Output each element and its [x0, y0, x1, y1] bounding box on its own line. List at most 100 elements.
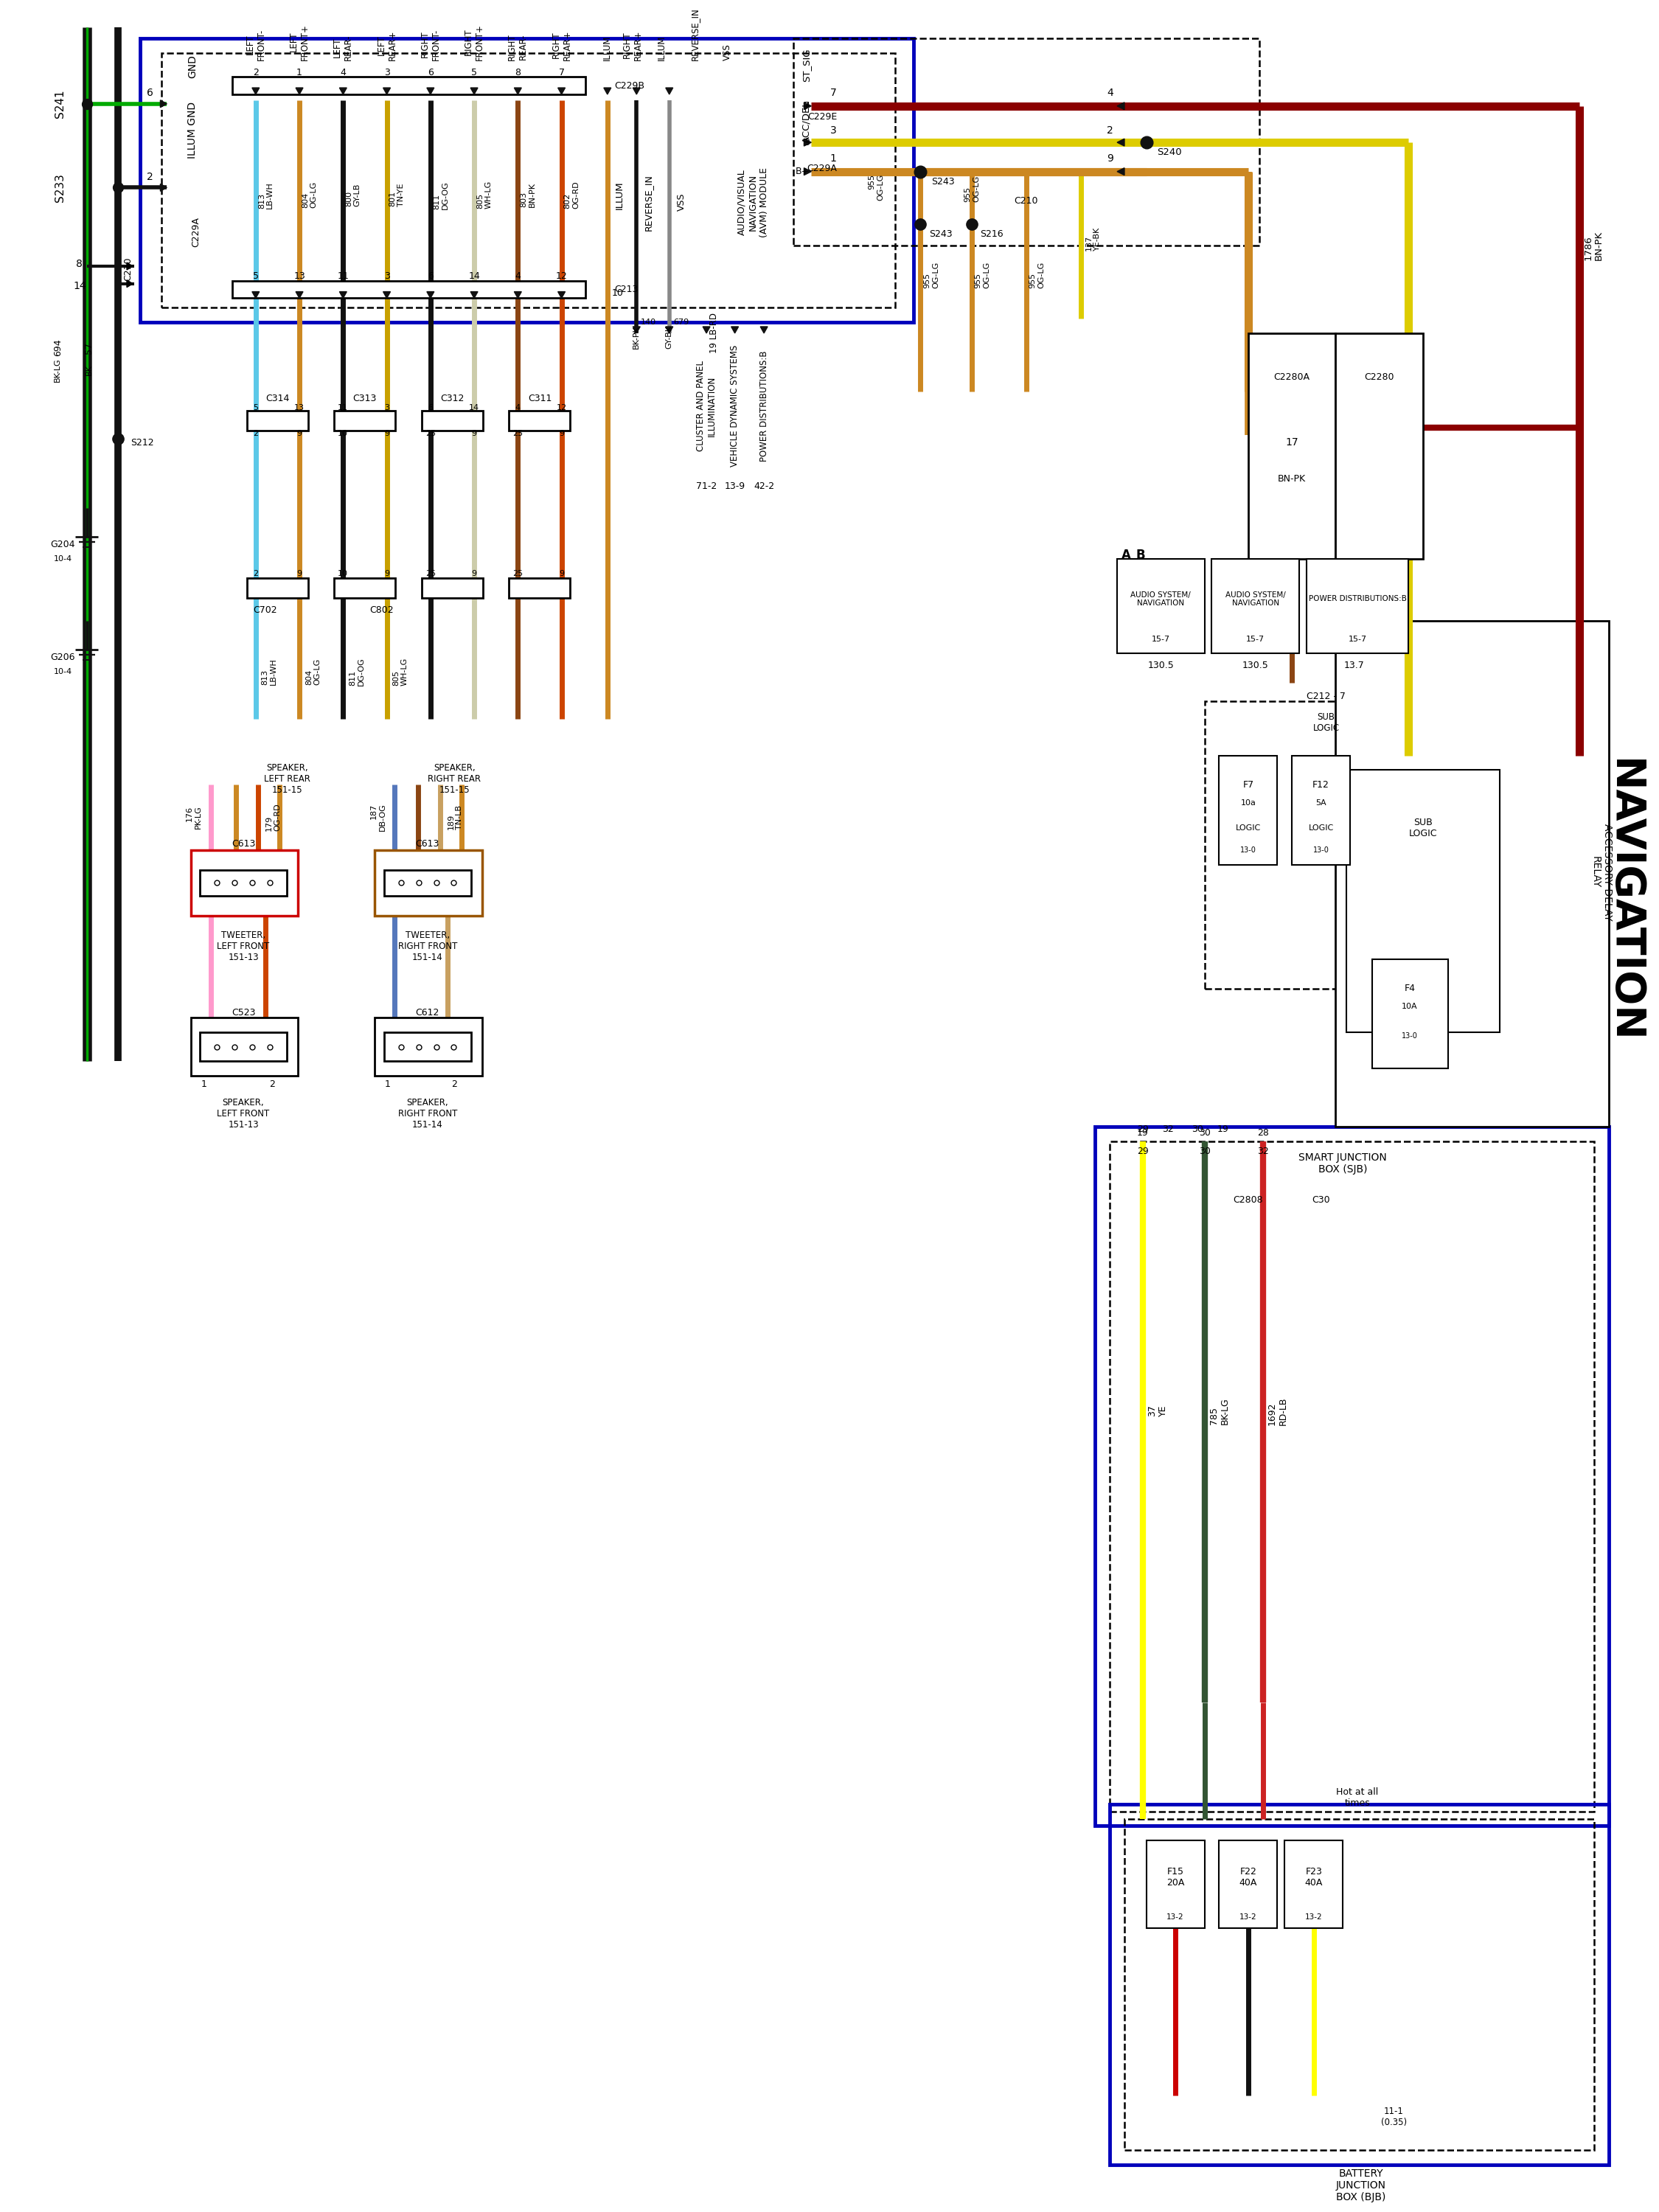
Text: 32: 32: [1163, 1124, 1175, 1135]
Text: 1: 1: [385, 1079, 390, 1088]
Text: 29: 29: [1136, 1146, 1148, 1157]
Text: 955
OG-LG: 955 OG-LG: [964, 175, 980, 201]
Bar: [383, 1033, 471, 1062]
Text: 29: 29: [1136, 1124, 1148, 1135]
Bar: [1248, 334, 1335, 560]
Text: 813
LB-WH: 813 LB-WH: [262, 659, 277, 686]
Text: SPEAKER,
RIGHT FRONT
151-14: SPEAKER, RIGHT FRONT 151-14: [398, 1097, 458, 1130]
Text: 4: 4: [1107, 88, 1113, 97]
Text: 15-7: 15-7: [1151, 635, 1170, 644]
Text: 1: 1: [201, 1079, 207, 1088]
Text: 189
TN-LB: 189 TN-LB: [448, 805, 463, 830]
Polygon shape: [604, 88, 611, 95]
Text: C314: C314: [265, 394, 289, 403]
Bar: [232, 281, 586, 299]
Text: 15-7: 15-7: [1349, 635, 1367, 644]
Polygon shape: [295, 292, 304, 299]
Text: C612: C612: [416, 1009, 440, 1018]
Text: 811
DG-OG: 811 DG-OG: [433, 181, 448, 210]
Polygon shape: [1117, 139, 1125, 146]
Text: 2: 2: [269, 1079, 275, 1088]
Text: 71-2: 71-2: [697, 482, 717, 491]
Bar: [1117, 560, 1204, 653]
Bar: [1372, 960, 1448, 1068]
Text: 19: 19: [1218, 1124, 1229, 1135]
Bar: [793, 38, 1259, 246]
Text: S241: S241: [55, 88, 65, 117]
Text: LEFT
FRONT-: LEFT FRONT-: [246, 29, 265, 60]
Text: 37
YE: 37 YE: [1146, 1405, 1168, 1416]
Text: S212: S212: [131, 438, 154, 447]
Text: 10-4: 10-4: [53, 668, 71, 675]
Text: 2: 2: [254, 571, 259, 577]
Bar: [199, 1033, 287, 1062]
Text: 955
OG-LG: 955 OG-LG: [924, 261, 939, 288]
Bar: [191, 849, 299, 916]
Text: 1: 1: [297, 69, 302, 77]
Polygon shape: [126, 281, 133, 288]
Text: ILLUM: ILLUM: [657, 35, 667, 60]
Text: SPEAKER,
RIGHT REAR
151-15: SPEAKER, RIGHT REAR 151-15: [428, 763, 481, 794]
Text: 13.7: 13.7: [1344, 661, 1364, 670]
Text: 13-2: 13-2: [1306, 1913, 1322, 1920]
Bar: [1110, 1805, 1609, 2166]
Text: 805
WH-LG: 805 WH-LG: [476, 181, 493, 208]
Polygon shape: [426, 292, 435, 299]
Bar: [247, 577, 309, 597]
Text: RIGHT
FRONT+: RIGHT FRONT+: [465, 24, 484, 60]
Text: C311: C311: [528, 394, 552, 403]
Text: 130.5: 130.5: [1148, 661, 1175, 670]
Text: 6: 6: [428, 405, 433, 411]
Polygon shape: [295, 88, 304, 95]
Text: ILLUM GND: ILLUM GND: [187, 102, 197, 159]
Bar: [1347, 770, 1500, 1033]
Text: 2: 2: [1107, 126, 1113, 135]
Text: GND: GND: [187, 55, 197, 77]
Text: 9: 9: [1107, 153, 1113, 164]
Text: RIGHT
FRONT-: RIGHT FRONT-: [420, 29, 441, 60]
Text: 30: 30: [1191, 1124, 1203, 1135]
Text: 1692
RD-LB: 1692 RD-LB: [1267, 1396, 1287, 1425]
Text: LEFT
REAR-: LEFT REAR-: [333, 33, 353, 60]
Text: 6: 6: [428, 69, 433, 77]
Text: 137
YE-BK: 137 YE-BK: [1085, 226, 1102, 250]
Bar: [1204, 701, 1448, 989]
Text: 2: 2: [254, 429, 259, 438]
Text: 19: 19: [1136, 1128, 1148, 1137]
Text: ACC/DEL: ACC/DEL: [801, 102, 811, 144]
Text: RIGHT
REAR+: RIGHT REAR+: [551, 29, 572, 60]
Text: AUDIO SYSTEM/
NAVIGATION: AUDIO SYSTEM/ NAVIGATION: [1226, 591, 1286, 606]
Text: 6: 6: [428, 272, 433, 281]
Text: G204: G204: [50, 540, 75, 549]
Text: ILLUM: ILLUM: [615, 181, 624, 210]
Text: A: A: [1121, 549, 1131, 562]
Polygon shape: [161, 100, 168, 108]
Bar: [421, 411, 483, 431]
Text: 13-2: 13-2: [1239, 1913, 1258, 1920]
Text: 955
OG-LG: 955 OG-LG: [974, 261, 990, 288]
Text: C2808: C2808: [1233, 1194, 1262, 1206]
Text: RIGHT
REAR-: RIGHT REAR-: [508, 33, 528, 60]
Text: 10: 10: [612, 288, 624, 299]
Text: 9: 9: [297, 571, 302, 577]
Bar: [1219, 757, 1277, 865]
Text: 19 LB-RD: 19 LB-RD: [710, 312, 718, 354]
Bar: [375, 849, 483, 916]
Text: 11: 11: [337, 272, 348, 281]
Text: 3: 3: [383, 69, 390, 77]
Text: BN-PK: BN-PK: [1277, 473, 1306, 484]
Polygon shape: [161, 184, 168, 190]
Text: NAVIGATION: NAVIGATION: [1603, 759, 1642, 1044]
Text: 10-4: 10-4: [53, 555, 71, 562]
Text: F22
40A: F22 40A: [1239, 1867, 1258, 1887]
Bar: [191, 1018, 299, 1075]
Bar: [421, 577, 483, 597]
Polygon shape: [126, 263, 133, 270]
Text: C229A: C229A: [808, 164, 838, 173]
Text: 25: 25: [425, 571, 436, 577]
Polygon shape: [732, 327, 738, 334]
Polygon shape: [632, 327, 640, 334]
Text: 813
LB-WH: 813 LB-WH: [257, 181, 274, 208]
Text: C229A: C229A: [191, 217, 201, 248]
Text: AUDIO/VISUAL
NAVIGATION
(AVM) MODULE: AUDIO/VISUAL NAVIGATION (AVM) MODULE: [737, 168, 768, 237]
